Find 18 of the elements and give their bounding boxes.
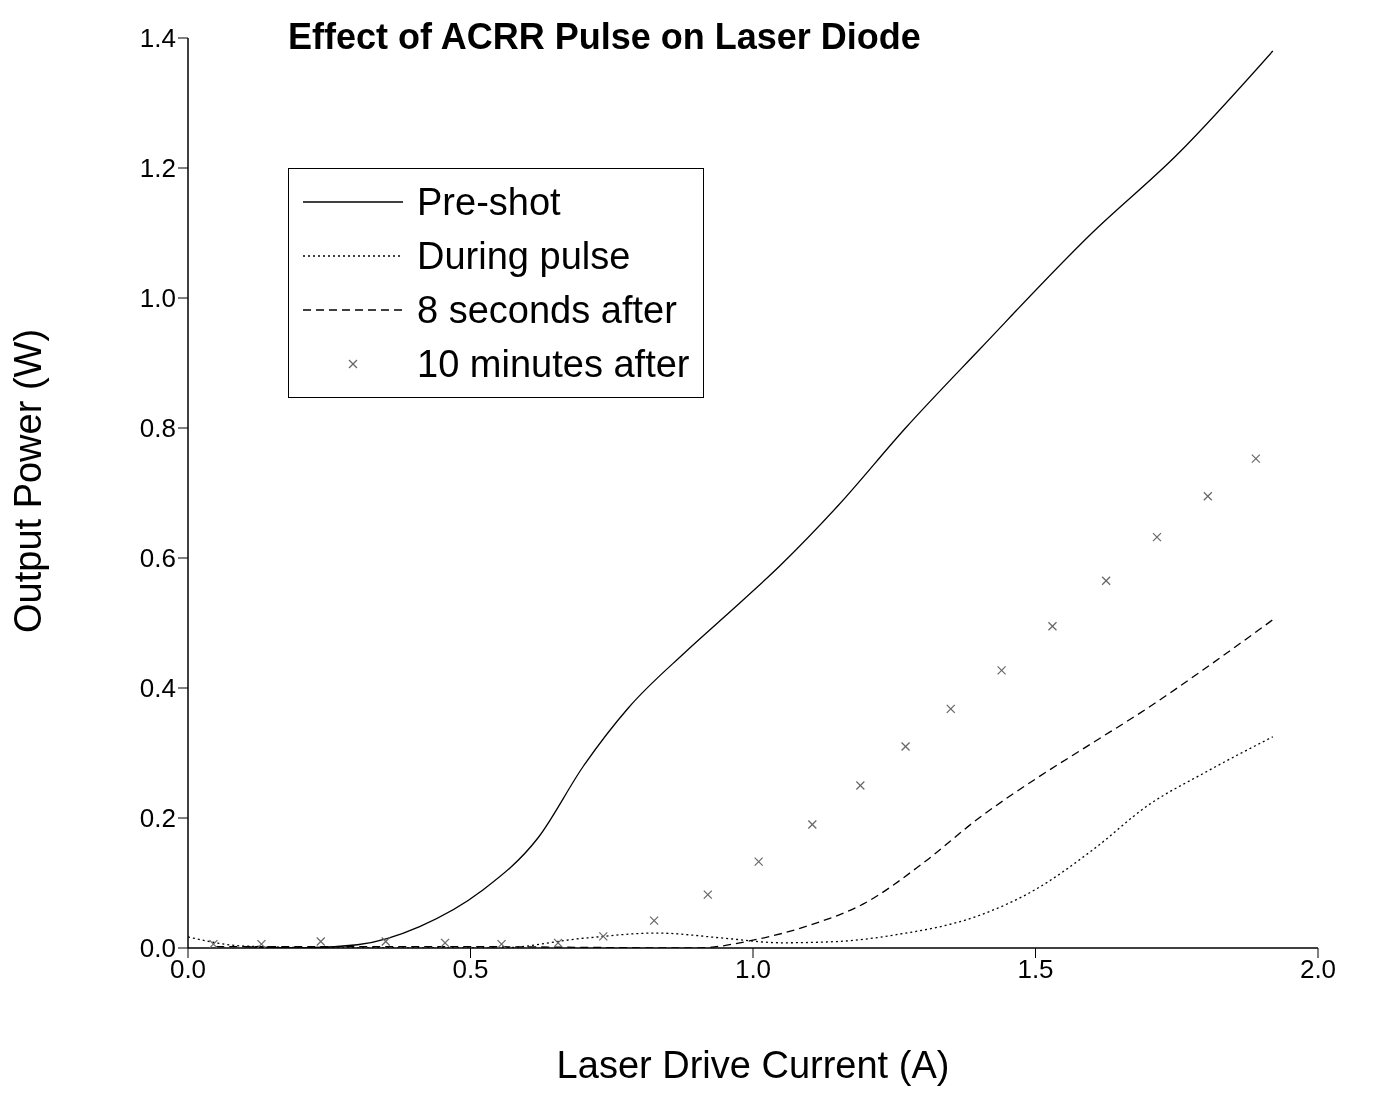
x-tick-label: 0.5 (452, 954, 489, 985)
legend-label: 10 minutes after (417, 342, 690, 386)
x-tick-label: 1.0 (734, 954, 772, 985)
y-axis-title: Output Power (W) (7, 328, 50, 633)
y-tick-label: 0.8 (139, 413, 176, 444)
x-axis-title: Laser Drive Current (A) (556, 1044, 950, 1086)
legend-label: Pre-shot (417, 180, 561, 224)
y-tick-label: 1.2 (139, 153, 176, 184)
x-tick-label: 2.0 (1299, 954, 1337, 985)
y-tick-label: 0.4 (139, 673, 176, 704)
x-tick-label: 1.5 (1017, 954, 1054, 985)
chart-title: Effect of ACRR Pulse on Laser Diode (288, 16, 921, 58)
legend-label: 8 seconds after (417, 288, 677, 332)
y-tick-label: 1.4 (139, 23, 176, 54)
y-tick-label: 0.6 (139, 543, 176, 574)
legend-label: During pulse (417, 234, 631, 278)
y-tick-label: 1.0 (139, 283, 176, 314)
y-tick-label: 0.2 (139, 803, 176, 834)
